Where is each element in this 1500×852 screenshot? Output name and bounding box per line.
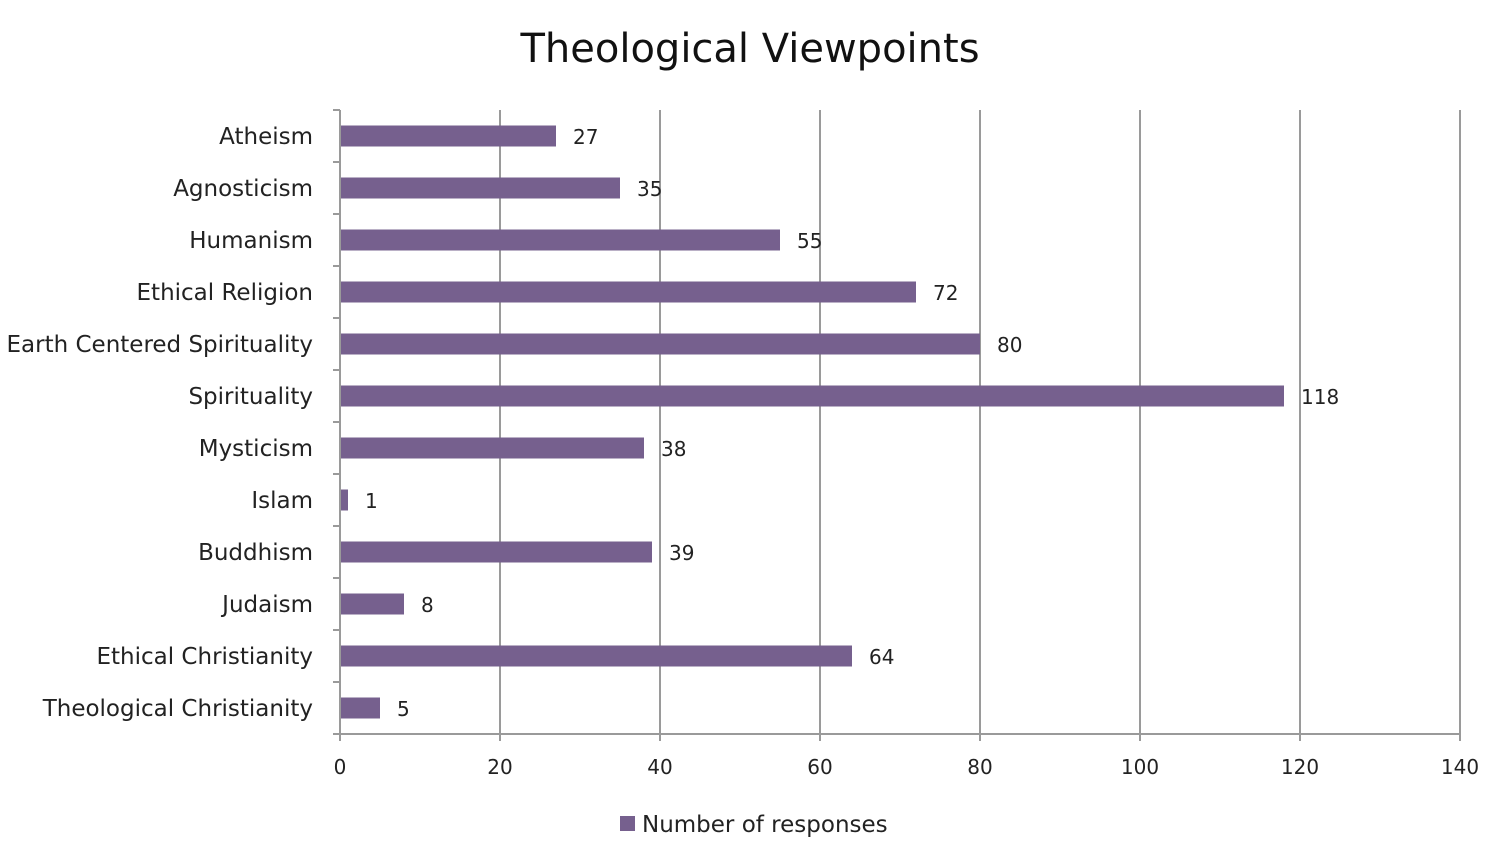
labels: 0 20 40 60 80 100 120 140 Atheism 27 Agnosticism 35… [7,124,1480,779]
bar [340,333,980,355]
bar [340,489,348,511]
x-tick-label: 40 [647,755,672,779]
axes [333,109,1461,741]
x-tick-label: 80 [967,755,992,779]
category-label: Spirituality [188,384,313,410]
category-label: Mysticism [199,436,313,462]
bar [340,281,916,303]
data-label: 38 [661,437,686,461]
bar [340,697,380,719]
category-label: Earth Centered Spirituality [7,332,314,358]
data-label: 72 [933,281,958,305]
category-label: Ethical Religion [137,280,313,306]
category-label: Islam [251,488,313,514]
bar [340,385,1284,407]
category-label: Agnosticism [173,176,313,202]
data-label: 27 [573,125,598,149]
data-label: 8 [421,593,434,617]
category-label: Humanism [189,228,313,254]
x-tick-label: 20 [487,755,512,779]
data-label: 55 [797,229,822,253]
bars [340,125,1284,719]
legend-label: Number of responses [642,812,888,838]
data-label: 80 [997,333,1022,357]
x-tick-label: 100 [1121,755,1159,779]
bar [340,593,404,615]
x-tick-label: 0 [334,755,347,779]
category-label: Judaism [220,592,313,618]
gridlines [499,110,1461,734]
x-tick-label: 60 [807,755,832,779]
data-label: 39 [669,541,694,565]
legend: Number of responses [620,812,888,838]
data-label: 1 [365,489,378,513]
bar [340,645,852,667]
category-label: Ethical Christianity [96,644,313,670]
chart-title: Theological Viewpoints [519,26,979,72]
category-label: Buddhism [198,540,313,566]
data-label: 118 [1301,385,1339,409]
x-tick-label: 140 [1441,755,1479,779]
category-label: Theological Christianity [42,696,313,722]
data-label: 64 [869,645,894,669]
bar [340,229,780,251]
category-label: Atheism [219,124,313,150]
data-label: 35 [637,177,662,201]
x-tick-label: 120 [1281,755,1319,779]
bar [340,437,644,459]
bar [340,125,556,147]
data-label: 5 [397,697,410,721]
legend-swatch [620,816,635,831]
bar [340,541,652,563]
bar [340,177,620,199]
